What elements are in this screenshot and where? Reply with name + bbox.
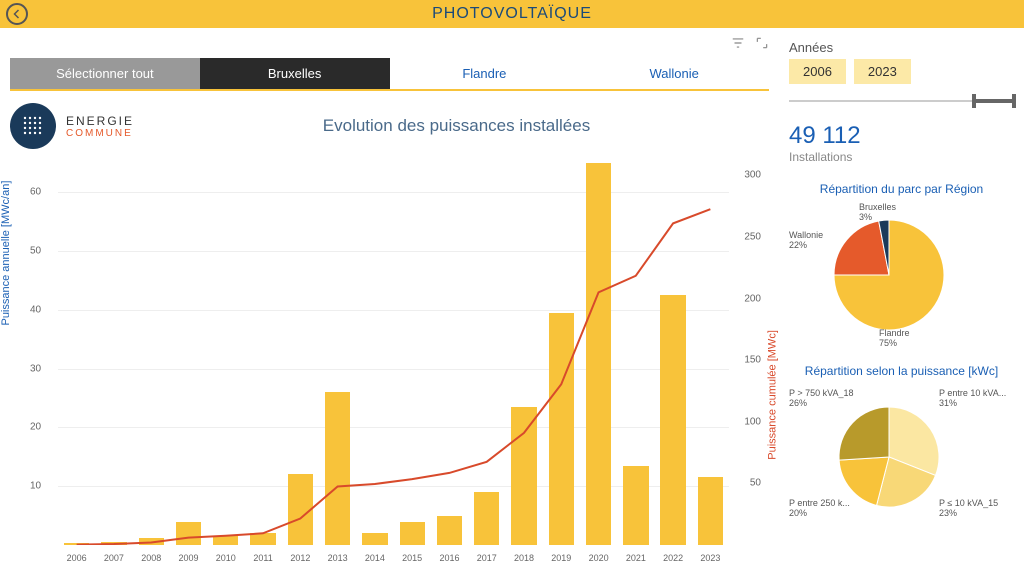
tab-select-all[interactable]: Sélectionner tout	[10, 58, 200, 89]
back-button[interactable]	[6, 3, 28, 25]
pie-power-title: Répartition selon la puissance [kWc]	[789, 364, 1014, 378]
tab-wallonie[interactable]: Wallonie	[579, 58, 769, 89]
bar-2012[interactable]	[288, 474, 313, 545]
bar-2016[interactable]	[437, 516, 462, 545]
x-label: 2011	[244, 553, 281, 563]
tab-flandre[interactable]: Flandre	[390, 58, 580, 89]
pie-label: Bruxelles3%	[859, 202, 896, 222]
bar-2011[interactable]	[250, 533, 275, 545]
filter-icon[interactable]	[731, 36, 745, 50]
bar-2013[interactable]	[325, 392, 350, 545]
pie-region-chart: Flandre75% Wallonie22% Bruxelles3%	[789, 200, 989, 350]
x-label: 2017	[468, 553, 505, 563]
x-label: 2016	[431, 553, 468, 563]
x-label: 2012	[282, 553, 319, 563]
bar-2015[interactable]	[400, 522, 425, 546]
logo-line1: ENERGIE	[66, 114, 134, 128]
bar-2008[interactable]	[139, 538, 164, 545]
x-label: 2010	[207, 553, 244, 563]
pie-label: Wallonie22%	[789, 230, 823, 250]
bar-2010[interactable]	[213, 536, 238, 545]
bar-2006[interactable]	[64, 543, 89, 545]
x-label: 2007	[95, 553, 132, 563]
arrow-left-icon	[11, 8, 23, 20]
x-label: 2015	[394, 553, 431, 563]
pie-label: Flandre75%	[879, 328, 910, 348]
logo-dots-icon	[21, 114, 45, 138]
x-label: 2008	[133, 553, 170, 563]
x-label: 2018	[505, 553, 542, 563]
years-label: Années	[789, 40, 1014, 55]
bar-2007[interactable]	[101, 542, 126, 545]
x-label: 2006	[58, 553, 95, 563]
kpi-value: 49 112	[789, 122, 1014, 150]
year-start-box[interactable]: 2006	[789, 59, 846, 84]
y-axis-right-label: Puissance cumulée [MWc]	[767, 330, 779, 460]
logo-text: ENERGIE COMMUNE	[66, 114, 134, 139]
pie-power-chart: P entre 10 kVA...31%P ≤ 10 kVA_1523%P en…	[789, 382, 989, 532]
x-label: 2014	[356, 553, 393, 563]
bar-2023[interactable]	[698, 477, 723, 545]
bar-2022[interactable]	[660, 295, 685, 545]
x-label: 2022	[655, 553, 692, 563]
pie-slice[interactable]	[839, 407, 889, 460]
region-tabs: Sélectionner tout Bruxelles Flandre Wall…	[10, 58, 769, 91]
x-label: 2013	[319, 553, 356, 563]
logo-line2: COMMUNE	[66, 128, 134, 139]
pie-label: P > 750 kVA_1826%	[789, 388, 853, 408]
pie-label: P ≤ 10 kVA_1523%	[939, 498, 998, 518]
page-title: PHOTOVOLTAÏQUE	[0, 5, 1024, 23]
pie-label: P entre 250 k...20%	[789, 498, 850, 518]
kpi-label: Installations	[789, 150, 1014, 164]
main-chart: Puissance annuelle [MWc/an] Puissance cu…	[10, 153, 769, 573]
bar-2018[interactable]	[511, 407, 536, 545]
bar-2017[interactable]	[474, 492, 499, 545]
expand-icon[interactable]	[755, 36, 769, 50]
tab-bruxelles[interactable]: Bruxelles	[200, 58, 390, 89]
bar-2014[interactable]	[362, 533, 387, 545]
y-axis-left-label: Puissance annuelle [MWc/an]	[0, 181, 12, 326]
year-slider[interactable]	[789, 92, 1014, 110]
pie-label: P entre 10 kVA...31%	[939, 388, 1006, 408]
x-label: 2019	[543, 553, 580, 563]
x-label: 2023	[692, 553, 729, 563]
year-end-box[interactable]: 2023	[854, 59, 911, 84]
header-bar: PHOTOVOLTAÏQUE	[0, 0, 1024, 28]
bar-2019[interactable]	[549, 313, 574, 545]
bar-2020[interactable]	[586, 163, 611, 545]
pie-region-title: Répartition du parc par Région	[789, 182, 1014, 196]
logo-icon	[10, 103, 56, 149]
bar-2009[interactable]	[176, 522, 201, 546]
x-label: 2009	[170, 553, 207, 563]
x-label: 2021	[617, 553, 654, 563]
x-label: 2020	[580, 553, 617, 563]
chart-title: Evolution des puissances installées	[144, 116, 769, 136]
bar-2021[interactable]	[623, 466, 648, 545]
